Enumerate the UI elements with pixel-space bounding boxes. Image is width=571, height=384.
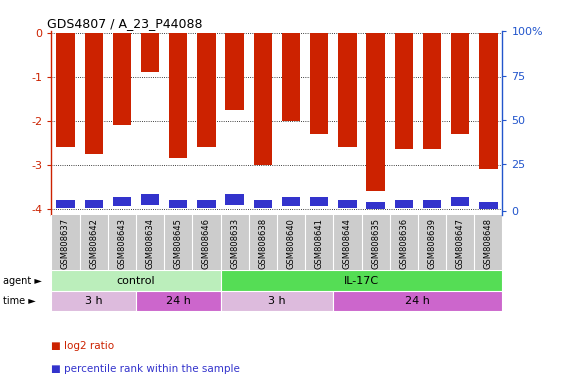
Text: GSM808638: GSM808638: [258, 218, 267, 269]
Text: GSM808642: GSM808642: [89, 218, 98, 269]
Text: GSM808634: GSM808634: [146, 218, 155, 269]
Text: ■ percentile rank within the sample: ■ percentile rank within the sample: [51, 364, 240, 374]
Text: GSM808646: GSM808646: [202, 218, 211, 269]
Text: GSM808647: GSM808647: [456, 218, 465, 269]
Bar: [338, 200, 356, 208]
Bar: [254, 200, 272, 208]
Text: GSM808639: GSM808639: [428, 218, 436, 269]
Bar: [282, 197, 300, 206]
Bar: [198, 33, 216, 147]
Bar: [141, 33, 159, 73]
Bar: [51, 270, 220, 291]
Bar: [423, 33, 441, 149]
Bar: [310, 33, 328, 134]
Text: GSM808645: GSM808645: [174, 218, 183, 269]
Bar: [333, 291, 502, 311]
Bar: [451, 197, 469, 206]
Bar: [57, 200, 75, 208]
Bar: [57, 33, 75, 147]
Text: control: control: [116, 276, 155, 286]
Bar: [85, 33, 103, 154]
Text: time ►: time ►: [3, 296, 35, 306]
Bar: [479, 33, 497, 169]
Bar: [338, 33, 356, 147]
Bar: [198, 200, 216, 208]
Text: GSM808635: GSM808635: [371, 218, 380, 269]
Text: GSM808644: GSM808644: [343, 218, 352, 269]
Bar: [85, 200, 103, 208]
Bar: [112, 197, 131, 206]
Text: IL-17C: IL-17C: [344, 276, 379, 286]
Bar: [395, 200, 413, 208]
Bar: [367, 33, 385, 191]
Bar: [310, 197, 328, 206]
Text: GSM808636: GSM808636: [399, 218, 408, 269]
Bar: [226, 194, 244, 205]
Bar: [169, 200, 187, 208]
Bar: [451, 33, 469, 134]
Bar: [423, 200, 441, 208]
Bar: [254, 33, 272, 165]
Bar: [169, 33, 187, 158]
Text: 24 h: 24 h: [405, 296, 431, 306]
Bar: [136, 291, 220, 311]
Bar: [282, 33, 300, 121]
Text: GSM808641: GSM808641: [315, 218, 324, 269]
Text: GSM808648: GSM808648: [484, 218, 493, 269]
Text: agent ►: agent ►: [3, 276, 42, 286]
Text: GSM808637: GSM808637: [61, 218, 70, 269]
Bar: [226, 33, 244, 110]
Bar: [112, 33, 131, 125]
Bar: [367, 202, 385, 209]
Text: GSM808633: GSM808633: [230, 218, 239, 269]
Bar: [51, 291, 136, 311]
Text: 3 h: 3 h: [85, 296, 102, 306]
Text: GSM808643: GSM808643: [118, 218, 126, 269]
Bar: [479, 202, 497, 209]
Text: GDS4807 / A_23_P44088: GDS4807 / A_23_P44088: [47, 17, 202, 30]
Text: 3 h: 3 h: [268, 296, 286, 306]
Text: ■ log2 ratio: ■ log2 ratio: [51, 341, 115, 351]
Text: GSM808640: GSM808640: [287, 218, 296, 269]
Bar: [395, 33, 413, 149]
Bar: [141, 194, 159, 205]
Bar: [220, 291, 333, 311]
Text: 24 h: 24 h: [166, 296, 191, 306]
Bar: [220, 270, 502, 291]
